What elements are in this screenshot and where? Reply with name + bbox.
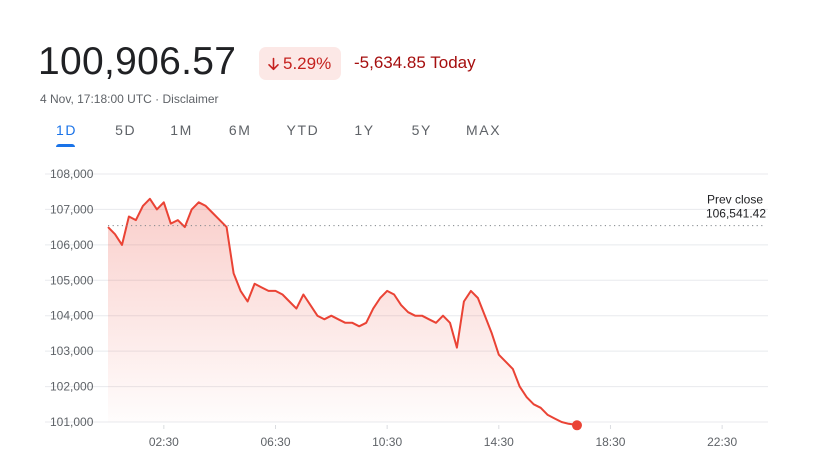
tab-1m[interactable]: 1M: [170, 122, 193, 138]
prev-close-label: Prev close: [707, 193, 763, 207]
series-line: [107, 197, 578, 427]
disclaimer-link[interactable]: Disclaimer: [162, 92, 219, 106]
x-tick-label: 06:30: [260, 435, 290, 449]
range-tabs: 1D 5D 1M 6M YTD 1Y 5Y MAX: [56, 122, 501, 147]
tab-ytd[interactable]: YTD: [286, 122, 320, 138]
y-tick-label: 108,000: [50, 167, 94, 181]
y-tick-label: 106,000: [50, 238, 94, 252]
tab-max[interactable]: MAX: [466, 122, 502, 138]
timestamp: 4 Nov, 17:18:00 UTC: [40, 92, 152, 106]
x-tick-label: 14:30: [484, 435, 514, 449]
x-tick-label: 10:30: [372, 435, 402, 449]
change-percent: 5.29%: [283, 54, 332, 73]
x-tick-label: 18:30: [595, 435, 625, 449]
y-tick-label: 102,000: [50, 380, 94, 394]
tab-1y[interactable]: 1Y: [354, 122, 375, 138]
y-tick-label: 107,000: [50, 202, 94, 216]
change-today: -5,634.85 Today: [354, 53, 476, 72]
tab-5d[interactable]: 5D: [115, 122, 137, 138]
last-price-marker: [571, 420, 582, 431]
meta-separator: ·: [151, 92, 163, 106]
tab-5y[interactable]: 5Y: [411, 122, 432, 138]
y-tick-label: 103,000: [50, 344, 94, 358]
tab-6m[interactable]: 6M: [228, 122, 252, 138]
y-tick-label: 105,000: [50, 273, 94, 287]
tab-1d[interactable]: 1D: [56, 122, 77, 147]
timestamp-line: 4 Nov, 17:18:00 UTC · Disclaimer: [40, 92, 219, 106]
current-price: 100,906.57: [38, 40, 237, 83]
x-tick-label: 02:30: [149, 435, 179, 449]
y-tick-label: 104,000: [50, 309, 94, 323]
arrow-down-icon: [267, 57, 280, 71]
x-tick-label: 22:30: [707, 435, 737, 449]
y-tick-label: 101,000: [50, 415, 94, 429]
series-area: [108, 198, 577, 426]
change-percent-badge: 5.29%: [259, 47, 342, 80]
prev-close-value: 106,541.42: [706, 207, 766, 221]
